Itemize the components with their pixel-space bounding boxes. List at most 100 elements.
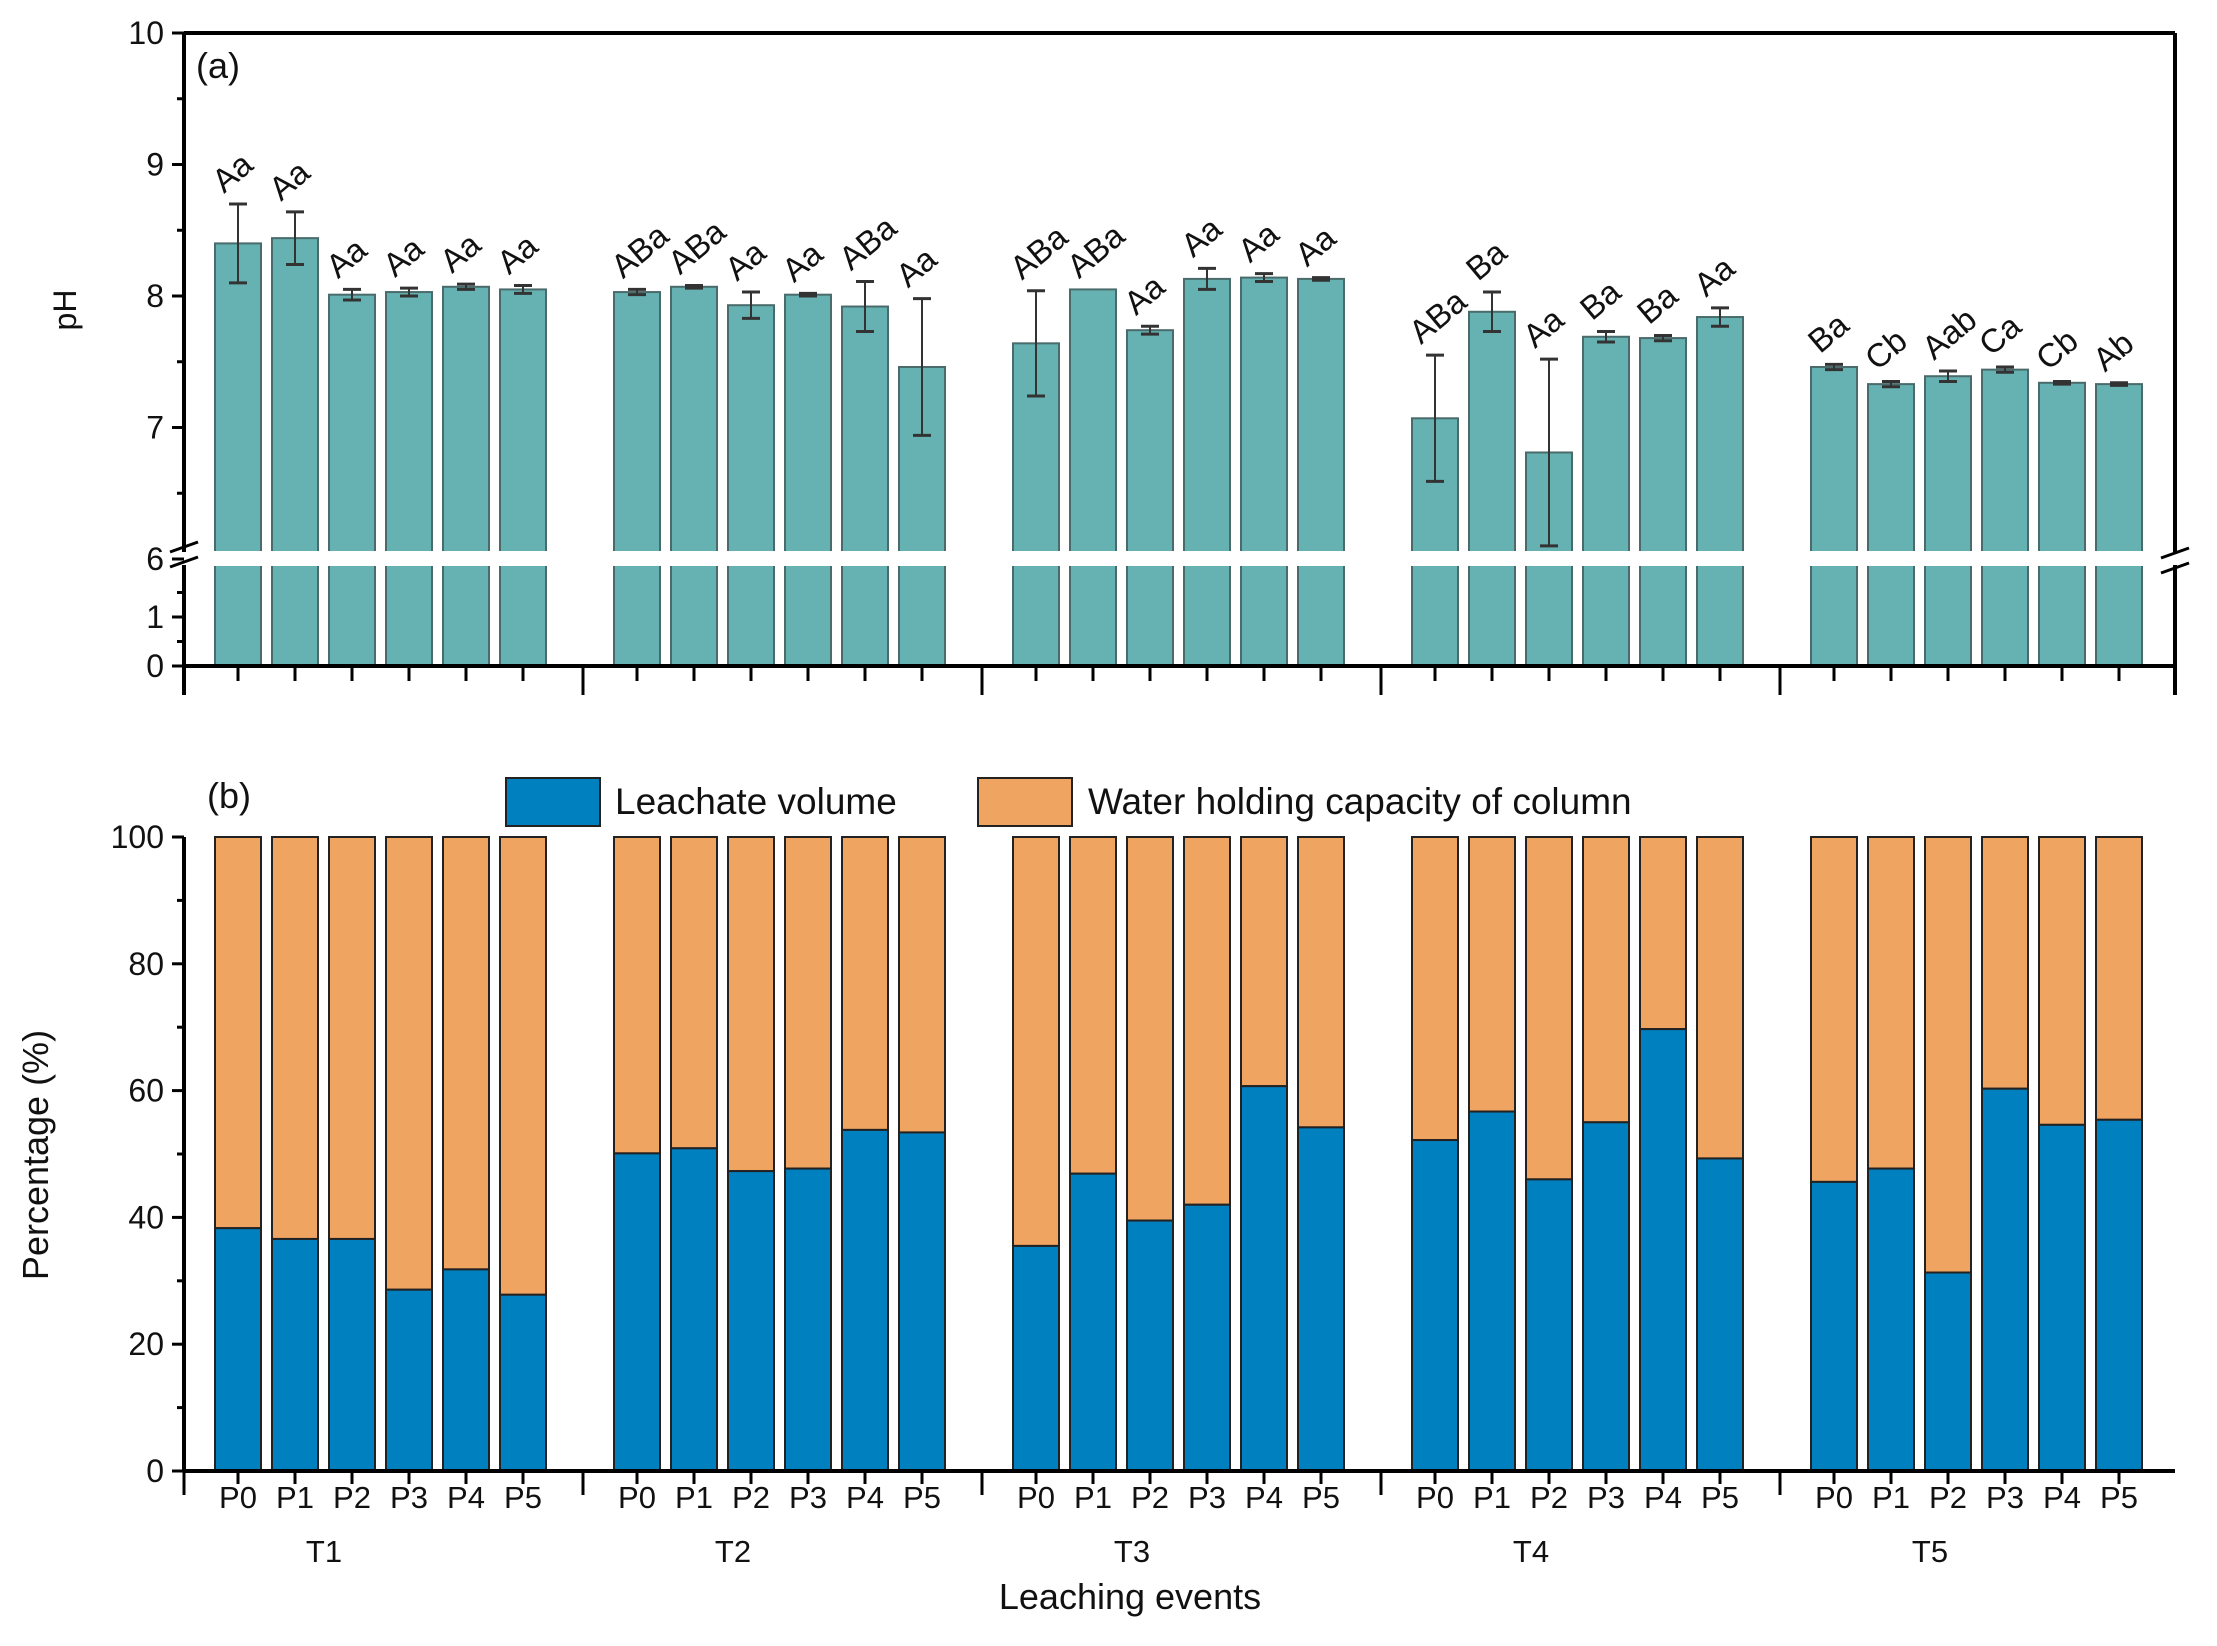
leachate-bar: [841, 1128, 889, 1472]
significance-letter: Aa: [775, 234, 830, 289]
y-tick-label: 40: [128, 1199, 164, 1235]
ph-bar: [670, 285, 718, 667]
water-holding-bar: [1810, 836, 1858, 1183]
significance-letter: Aa: [262, 152, 317, 207]
group-label: T4: [1513, 1534, 1549, 1569]
significance-letter: Aa: [1174, 209, 1229, 264]
y-tick-label: 10: [128, 15, 164, 51]
leachate-bar: [2038, 1123, 2086, 1473]
x-tick-label: P0: [1416, 1480, 1454, 1515]
x-tick-label: P2: [1929, 1480, 1967, 1515]
leachate-bar: [784, 1167, 832, 1473]
leachate-bar: [670, 1147, 718, 1472]
water-holding-bar: [1525, 836, 1573, 1181]
x-tick-label: P5: [2100, 1480, 2138, 1515]
water-holding-bar: [2095, 836, 2143, 1121]
panel-label: (a): [196, 45, 240, 86]
x-tick-label: P0: [1815, 1480, 1853, 1515]
water-holding-bar: [1924, 836, 1972, 1274]
significance-letter: Aa: [205, 145, 260, 200]
x-tick-label: P1: [1074, 1480, 1112, 1515]
leachate-bar: [1924, 1271, 1972, 1472]
y-tick-label: 20: [128, 1326, 164, 1362]
leachate-bar: [1582, 1121, 1630, 1473]
water-holding-bar: [385, 836, 433, 1291]
significance-letter: Ba: [1459, 233, 1514, 288]
significance-letter: Aa: [1231, 214, 1286, 269]
y-tick-label: 7: [146, 410, 164, 446]
ph-bar: [385, 291, 433, 667]
leachate-bar: [328, 1237, 376, 1473]
ph-bar: [841, 305, 889, 667]
leachate-bar: [1069, 1172, 1117, 1473]
ph-bar: [328, 293, 376, 667]
legend-label: Water holding capacity of column: [1088, 781, 1632, 822]
y-tick-label: 8: [146, 278, 164, 314]
x-tick-label: P1: [276, 1480, 314, 1515]
water-holding-bar: [1468, 836, 1516, 1113]
x-tick-label: P0: [618, 1480, 656, 1515]
panel-b: P0 P1 P2 P3 P4 P5 P0 P1 P2 P3 P4 P5 P0 P1 P2 P3 P4 P5 P0 P1…: [15, 775, 2175, 1617]
x-tick-label: P3: [1986, 1480, 2024, 1515]
ph-bar: [1069, 288, 1117, 667]
significance-letter: Ba: [1573, 272, 1628, 327]
leachate-bar: [499, 1293, 547, 1473]
ph-bar: [1981, 368, 2029, 667]
leachate-bar: [214, 1227, 262, 1472]
x-tick-label: P2: [333, 1480, 371, 1515]
ph-bar: [1297, 277, 1345, 667]
water-holding-bar: [1126, 836, 1174, 1222]
water-holding-bar: [1411, 836, 1459, 1142]
legend-label: Leachate volume: [615, 781, 897, 822]
x-tick-label: P2: [732, 1480, 770, 1515]
water-holding-bar: [898, 836, 946, 1134]
y-axis-title: Percentage (%): [15, 1030, 56, 1280]
panel-label: (b): [207, 775, 251, 816]
water-holding-bar: [784, 836, 832, 1170]
water-holding-bar: [1069, 836, 1117, 1175]
water-holding-bar: [214, 836, 262, 1230]
y-tick-label: 100: [111, 819, 164, 855]
ph-bar: [2095, 383, 2143, 667]
ph-bar: [2038, 381, 2086, 667]
x-tick-label: P4: [1245, 1480, 1283, 1515]
y-tick-label: 60: [128, 1073, 164, 1109]
water-holding-bar: [613, 836, 661, 1155]
leachate-bar: [442, 1268, 490, 1472]
leachate-bar: [1867, 1167, 1915, 1473]
x-tick-label: P5: [504, 1480, 542, 1515]
ph-bar: [271, 237, 319, 667]
x-tick-label: P1: [1872, 1480, 1910, 1515]
x-tick-label: P3: [789, 1480, 827, 1515]
ph-bar: [1924, 375, 1972, 667]
leachate-bar: [613, 1152, 661, 1472]
leachate-bar: [1126, 1219, 1174, 1472]
significance-letter: Aa: [319, 230, 374, 285]
water-holding-bar: [271, 836, 319, 1240]
x-tick-label: P1: [675, 1480, 713, 1515]
axis-break-mark: [169, 555, 199, 569]
x-tick-label: P3: [1188, 1480, 1226, 1515]
ph-bar: [1639, 337, 1687, 667]
axis-break-mark: [2160, 561, 2190, 575]
leachate-bar: [1810, 1180, 1858, 1472]
water-holding-bar: [1582, 836, 1630, 1124]
x-tick-label: P5: [1701, 1480, 1739, 1515]
leachate-bar: [2095, 1118, 2143, 1473]
significance-letter: Aa: [1687, 248, 1742, 303]
x-axis-title: Leaching events: [999, 1576, 1261, 1617]
legend: Leachate volume Water holding capacity of…: [505, 777, 1632, 827]
x-tick-label: P4: [2043, 1480, 2081, 1515]
axis-break-band: [172, 551, 2193, 566]
leachate-bar: [1981, 1087, 2029, 1472]
water-holding-bar: [727, 836, 775, 1173]
significance-letter: ABa: [1402, 282, 1474, 351]
water-holding-bar: [442, 836, 490, 1271]
x-tick-label: P4: [1644, 1480, 1682, 1515]
leachate-bar: [1297, 1126, 1345, 1472]
ph-bar: [727, 304, 775, 667]
x-tick-label: P0: [219, 1480, 257, 1515]
water-holding-bar: [1012, 836, 1060, 1247]
